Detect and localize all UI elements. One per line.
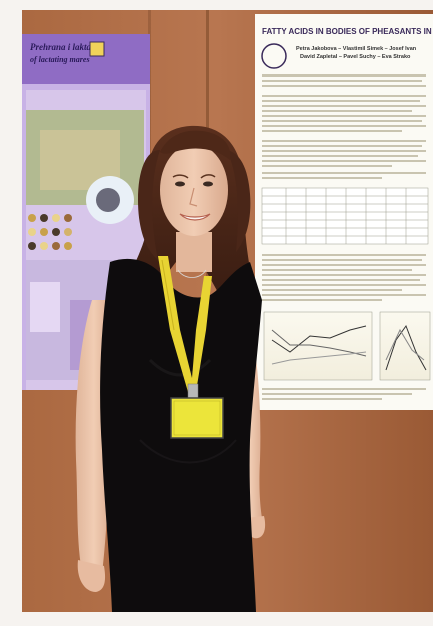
right-poster: FATTY ACIDS IN BODIES OF PHEASANTS IN RE… (255, 14, 433, 410)
photo-border-top (0, 0, 433, 10)
hair-front-right (226, 150, 251, 252)
left-poster-title-1: Prehrana i laktacija (30, 42, 105, 52)
photo-border-left (0, 0, 22, 626)
photo-border-bottom (0, 612, 433, 626)
hair-top (160, 130, 231, 160)
right-poster-authors-1: Petra Jakobova – Vlastimil Simek – Josef… (296, 46, 417, 52)
necklace (177, 269, 207, 278)
left-hand (77, 560, 106, 592)
right-eye (203, 181, 213, 187)
smile (179, 213, 211, 221)
right-poster-footer-text (262, 388, 426, 400)
right-poster-title: FATTY ACIDS IN BODIES OF PHEASANTS IN RE (262, 27, 433, 36)
right-poster-authors-2: David Zapletal – Pavel Suchy – Eva Strak… (300, 54, 411, 60)
right-poster-text-block (262, 74, 426, 179)
nose (189, 187, 198, 207)
name-badge (170, 397, 224, 439)
left-eye (175, 181, 185, 187)
right-poster-table (261, 187, 429, 245)
right-poster-chart-1 (263, 311, 373, 381)
woman-portrait (75, 125, 266, 612)
left-poster-title-2: of lactating mares (30, 55, 90, 64)
neck (176, 232, 212, 272)
hair-front-left (138, 150, 160, 260)
badge-clip (187, 383, 199, 399)
left-poster-dots (28, 214, 72, 250)
right-poster-text-block-2 (262, 254, 426, 301)
right-poster-chart-2 (379, 311, 431, 381)
yellow-lanyard (158, 256, 212, 392)
